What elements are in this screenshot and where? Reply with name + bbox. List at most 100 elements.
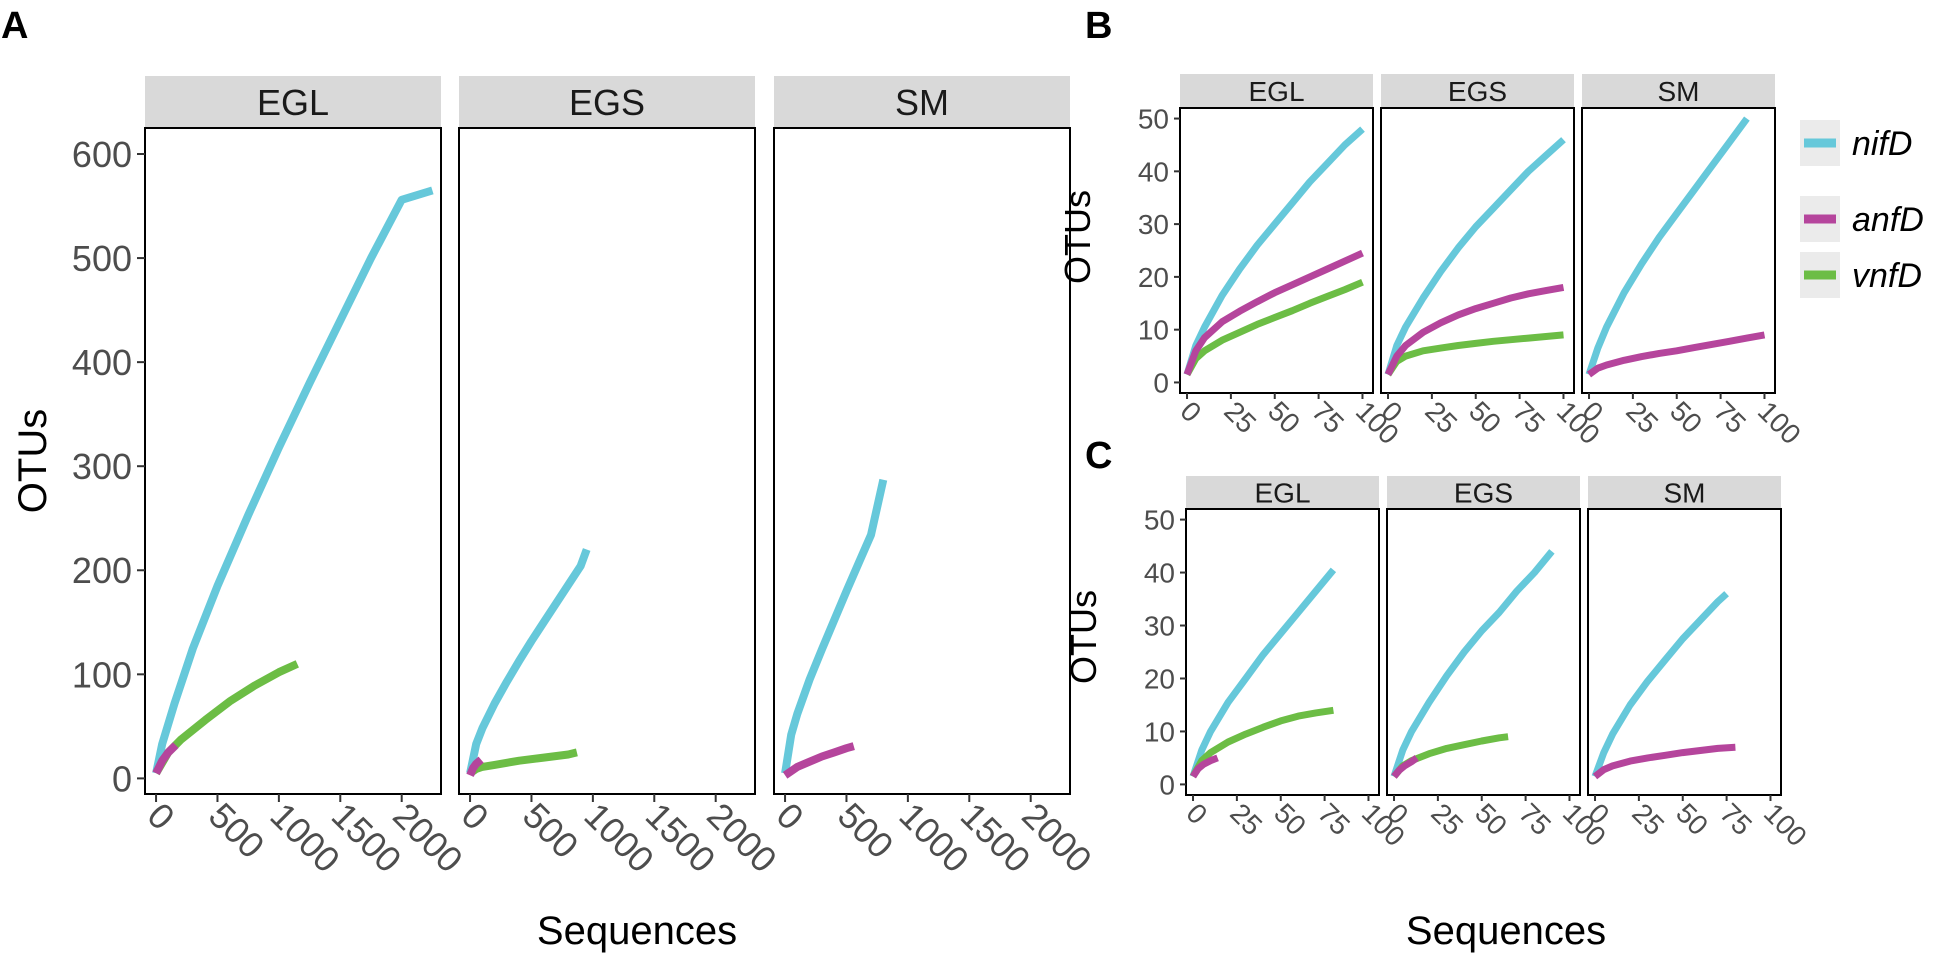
- legend-entry-nifd: nifD: [1800, 120, 1912, 166]
- y-tick-label: 100: [72, 654, 132, 695]
- facet-strip: [1588, 476, 1781, 509]
- series-line-nifd: [152, 186, 434, 775]
- x-tick-label: 75: [1513, 797, 1557, 841]
- facet-strip-label: EGS: [569, 82, 645, 123]
- series-line-nifd: [1183, 126, 1365, 376]
- series-line-nifd: [781, 478, 888, 774]
- y-tick-label: 50: [1138, 104, 1169, 135]
- x-tick-label: 500: [515, 795, 586, 866]
- y-tick-label: 40: [1144, 558, 1175, 589]
- series-line-anfd: [782, 742, 855, 779]
- y-tick-label: 40: [1138, 156, 1169, 187]
- series-line-anfd: [466, 756, 484, 777]
- x-tick-label: 1500: [324, 795, 410, 881]
- series-line-anfd: [1384, 283, 1565, 377]
- series-line-anfd: [1183, 249, 1364, 376]
- x-tick-label: 100: [1758, 797, 1813, 852]
- facet-strip-label: EGL: [1254, 478, 1310, 509]
- x-tick-label: 1000: [891, 795, 977, 881]
- x-tick-label: 0: [140, 795, 183, 838]
- x-tick-label: 1500: [953, 795, 1039, 881]
- x-tick-label: 75: [1306, 395, 1350, 439]
- legend: nifD anfD vnfD: [1800, 120, 1924, 298]
- x-tick-label: 75: [1312, 797, 1356, 841]
- series-line-nifd: [466, 548, 591, 775]
- facet-strip-label: SM: [1664, 478, 1706, 509]
- y-tick-label: 10: [1138, 315, 1169, 346]
- x-tick-label: 50: [1664, 395, 1708, 439]
- series-line-nifd: [1591, 591, 1729, 778]
- legend-label-vnfd: vnfD: [1852, 257, 1922, 295]
- series-line-anfd: [1190, 754, 1219, 779]
- x-tick-label: 25: [1620, 395, 1664, 439]
- x-tick-label: 0: [1180, 797, 1213, 830]
- panel-letter-b: B: [1085, 5, 1112, 47]
- facet-c-sm: SM0 25 50 75 100: [1582, 476, 1813, 852]
- x-tick-label: 1500: [638, 795, 724, 881]
- y-tick-label: 200: [72, 550, 132, 591]
- x-tick-label: 0: [1174, 395, 1207, 428]
- x-tick-label: 25: [1224, 797, 1268, 841]
- x-tick-label: 100: [1752, 395, 1807, 450]
- series-line-vnfd: [1189, 706, 1334, 779]
- x-tick-label: 2000: [385, 795, 471, 881]
- plot-area: [1581, 107, 1776, 394]
- facet-strip: [774, 76, 1070, 128]
- y-tick-label: 30: [1144, 611, 1175, 642]
- facet-strip: [1387, 476, 1580, 509]
- x-tick-label: 50: [1469, 797, 1513, 841]
- facet-strip: [1381, 74, 1574, 108]
- series-line-anfd: [1592, 743, 1736, 780]
- x-tick-label: 50: [1262, 395, 1306, 439]
- x-tick-label: 2000: [1014, 795, 1100, 881]
- x-tick-label: 2000: [699, 795, 785, 881]
- series-line-vnfd: [1385, 331, 1564, 377]
- facet-strip: [459, 76, 755, 128]
- y-axis-title-c: OTUs: [1063, 590, 1104, 684]
- facet-strip-label: SM: [1658, 76, 1700, 107]
- y-tick-label: 20: [1144, 664, 1175, 695]
- x-tick-label: 25: [1425, 797, 1469, 841]
- facet-strip-label: EGS: [1454, 478, 1513, 509]
- x-tick-label: 25: [1419, 395, 1463, 439]
- y-tick-label: 10: [1144, 717, 1175, 748]
- facet-strip-label: SM: [895, 82, 949, 123]
- y-tick-label: 400: [72, 342, 132, 383]
- series-line-nifd: [1585, 116, 1750, 376]
- plot-area: [773, 127, 1071, 795]
- x-tick-label: 25: [1626, 797, 1670, 841]
- y-tick-label: 0: [1153, 368, 1169, 399]
- series-line-nifd: [1384, 137, 1566, 376]
- x-tick-label: 25: [1218, 395, 1262, 439]
- plot-area: [1380, 107, 1575, 394]
- x-tick-label: 500: [201, 795, 272, 866]
- facet-strip: [1582, 74, 1775, 108]
- panel-letter-c: C: [1085, 435, 1112, 477]
- y-tick-label: 0: [112, 758, 132, 799]
- y-tick-label: 50: [1144, 505, 1175, 536]
- facet-strip: [145, 76, 441, 128]
- series-line-anfd: [152, 742, 179, 775]
- x-tick-label: 500: [830, 795, 901, 866]
- y-tick-label: 600: [72, 134, 132, 175]
- x-tick-label: 1000: [262, 795, 348, 881]
- plot-area: [1587, 508, 1782, 796]
- x-tick-label: 50: [1268, 797, 1312, 841]
- x-tick-label: 75: [1507, 395, 1551, 439]
- series-line-nifd: [1189, 567, 1337, 778]
- facet-strip-label: EGL: [1248, 76, 1304, 107]
- legend-label-nifd: nifD: [1852, 125, 1912, 163]
- facet-strip-label: EGS: [1448, 76, 1507, 107]
- legend-entry-vnfd: vnfD: [1800, 252, 1922, 298]
- x-tick-label: 0: [769, 795, 812, 838]
- facet-strip: [1186, 476, 1379, 509]
- series-line-vnfd: [1183, 278, 1364, 377]
